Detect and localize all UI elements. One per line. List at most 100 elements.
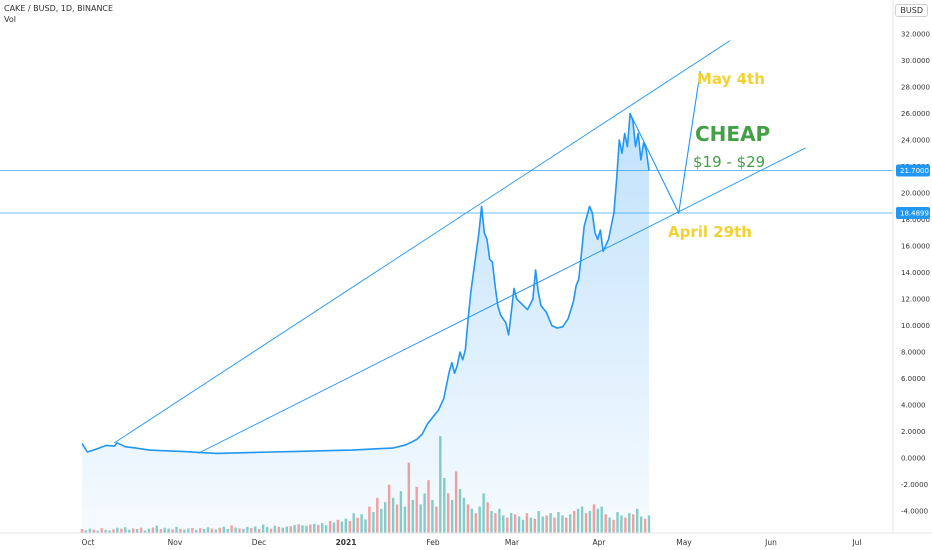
volume-bar [116, 527, 119, 533]
volume-bar [80, 529, 84, 533]
volume-bar [525, 513, 529, 533]
volume-bar [506, 517, 509, 533]
volume-bar [450, 500, 454, 533]
volume-bar [214, 529, 218, 533]
volume-bar [569, 514, 572, 533]
volume-bar [502, 515, 505, 533]
volume-bar [415, 486, 418, 533]
volume-bar [202, 529, 206, 533]
volume-bar [494, 513, 497, 533]
volume-bar [135, 529, 139, 533]
volume-bar [112, 529, 115, 533]
volume-bar [218, 527, 221, 533]
price-axis-label: 32.0000 [901, 31, 930, 39]
volume-bar [364, 519, 367, 533]
price-axis-label: 30.0000 [901, 57, 930, 65]
price-axis-label: -2.0000 [901, 481, 928, 489]
volume-bar [537, 511, 540, 533]
volume-bar [423, 493, 426, 533]
volume-bar [348, 520, 351, 533]
volume-legend-label: Vol [4, 15, 16, 24]
volume-bar [620, 515, 623, 533]
volume-bar [411, 500, 414, 533]
price-axis[interactable]: -4.0000 -2.0000 0.0000 2.0000 4.0000 6.0000 8.… [901, 31, 930, 516]
volume-bar [372, 512, 375, 533]
volume-bar [285, 526, 288, 533]
volume-bar [293, 525, 296, 533]
volume-bar [458, 489, 462, 533]
volume-bar [273, 525, 277, 533]
volume-bar [234, 527, 237, 533]
volume-bar [549, 513, 552, 533]
price-area-fill-layer [82, 113, 649, 533]
currency-badge[interactable]: BUSD [895, 4, 928, 17]
volume-bar [427, 480, 430, 533]
volume-bar [147, 528, 151, 533]
volume-bar [596, 508, 599, 533]
volume-bar [254, 526, 257, 533]
volume-bar [580, 506, 584, 533]
volume-bar [387, 484, 391, 533]
time-axis-label: Mar [505, 538, 520, 547]
price-axis-label: 20.0000 [901, 190, 930, 198]
volume-bar [92, 529, 95, 533]
time-axis[interactable]: Oct Nov Dec 2021 Feb Mar Apr May Jun Jul [82, 538, 862, 547]
volume-bar [403, 506, 407, 533]
volume-bar [352, 513, 355, 533]
volume-bar [258, 529, 261, 533]
trend-line [114, 40, 731, 444]
volume-bar [624, 517, 627, 533]
volume-bar [309, 524, 312, 533]
volume-bar [120, 528, 123, 533]
price-axis-label: -4.0000 [901, 508, 928, 516]
volume-bar [155, 525, 158, 533]
time-axis-label: 2021 [336, 538, 357, 547]
volume-bar [124, 527, 127, 533]
volume-bar [529, 517, 533, 533]
volume-bar [88, 528, 92, 533]
time-axis-label: Jul [851, 538, 861, 547]
volume-bar [584, 513, 588, 533]
volume-bar [96, 530, 99, 533]
annotation-cheap: CHEAP [695, 122, 770, 146]
volume-bar [344, 518, 347, 533]
horizontal-levels [0, 170, 893, 214]
price-axis-label: 6.0000 [901, 375, 926, 383]
volume-bar [466, 504, 470, 533]
time-axis-label: Nov [168, 538, 183, 547]
chart-header: CAKE / BUSD, 1D, BINANCE Vol [4, 3, 113, 25]
annotation-may-4th: May 4th [697, 70, 765, 88]
volume-bar [171, 529, 174, 533]
volume-bar [521, 519, 525, 533]
volume-bar [175, 526, 178, 533]
volume-bar [545, 515, 548, 533]
price-axis-label: 12.0000 [901, 296, 930, 304]
volume-bar [328, 520, 332, 533]
volume-bar [269, 528, 273, 533]
price-axis-label: 28.0000 [901, 84, 930, 92]
volume-bar [250, 528, 253, 533]
volume-bar [576, 508, 580, 533]
volume-bar [187, 528, 190, 533]
volume-bar [592, 504, 596, 533]
price-tags: 21.7000 18.4899 [896, 164, 930, 219]
volume-bar [163, 527, 166, 533]
volume-bar [407, 462, 410, 533]
volume-bar [376, 497, 379, 533]
volume-bar [616, 512, 619, 533]
trend-lines [114, 40, 806, 454]
volume-bar [128, 529, 131, 533]
price-tag-label: 21.7000 [900, 167, 929, 175]
volume-bar [246, 526, 249, 533]
volume-bar [608, 517, 611, 533]
symbol-title: CAKE / BUSD, 1D, BINANCE [4, 4, 114, 13]
price-axis-label: 4.0000 [901, 402, 926, 410]
volume-bar [498, 508, 501, 533]
annotation-price-range: $19 - $29 [693, 153, 765, 171]
volume-bar [443, 478, 446, 533]
volume-bar [600, 506, 603, 533]
volume-bar [628, 513, 631, 533]
volume-bar [490, 511, 493, 533]
volume-bar [84, 530, 88, 533]
